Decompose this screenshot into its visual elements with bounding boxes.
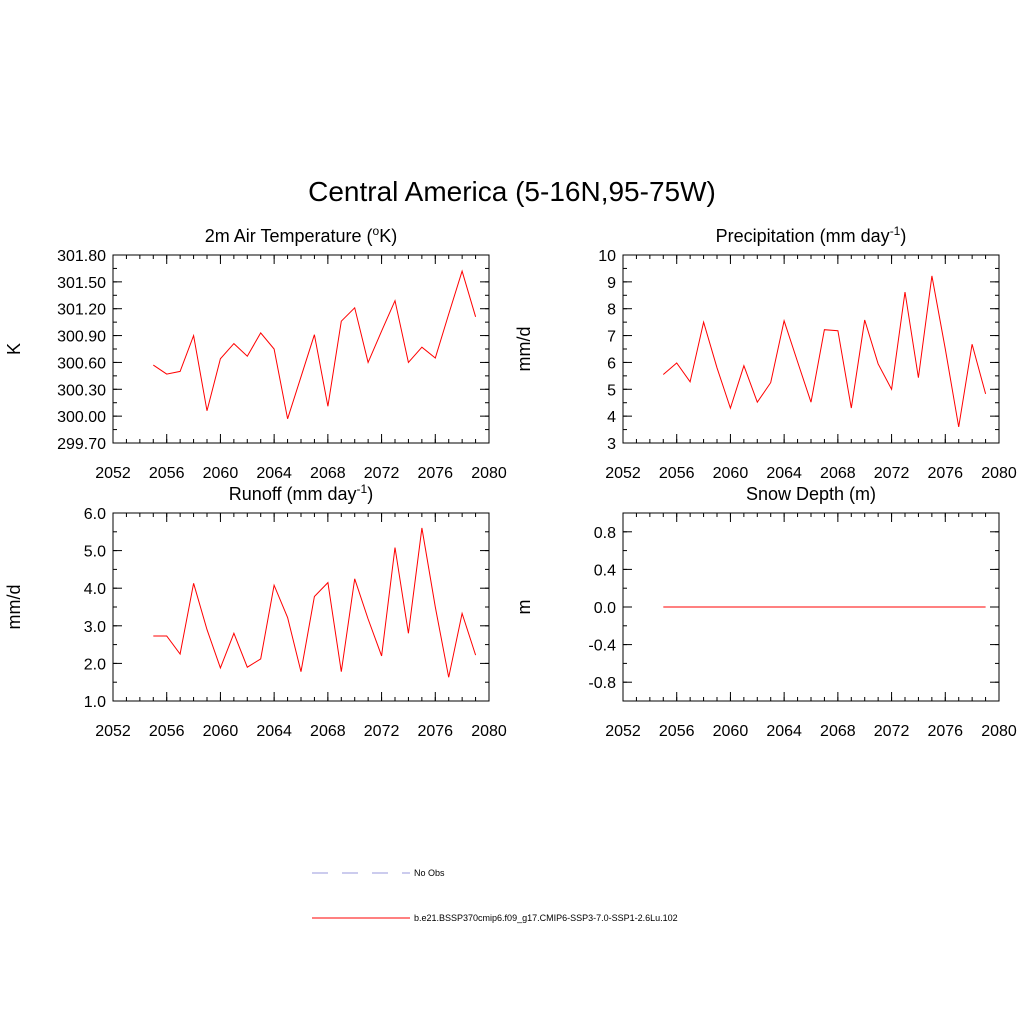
temperature-title-suffix: K) [379,226,397,246]
precipitation-x-tick-label: 2076 [927,465,963,482]
temperature-y-tick-label: 299.70 [57,436,106,453]
runoff-x-tick-label: 2056 [149,723,185,740]
precipitation-y-tick-label: 4 [607,409,616,426]
snow-depth-x-tick-label: 2056 [659,723,695,740]
runoff-x-tick-label: 2080 [471,723,507,740]
temperature-x-tick-label: 2060 [203,465,239,482]
temperature-x-tick-label: 2080 [471,465,507,482]
runoff-panel: 2052 2056 2060 2064 2068 2072 2076 2080 1.0 2.0 3.… [4,482,507,740]
precipitation-plot-frame [622,254,1000,444]
precipitation-x-tick-label: 2052 [605,465,641,482]
snow-depth-y-tick-label: 0.8 [594,525,616,542]
temperature-panel-title: 2m Air Temperature (oK) [205,224,397,246]
snow-depth-title-text: Snow Depth (m) [746,484,876,504]
chart-panels: 2052 2056 2060 2064 2068 2072 2076 2080299.7030… [4,224,1017,740]
temperature-y-tick-label: 300.30 [57,382,106,399]
precipitation-title-text: Precipitation (mm day [716,226,890,246]
snow-depth-x-tick-label: 2072 [874,723,910,740]
precipitation-panel: 2052 2056 2060 2064 2068 2072 2076 2080 3 4 5 6 7 8 9 1… [514,224,1017,482]
temperature-title-superscript: o [373,224,380,238]
legend-model-label: b.e21.BSSP370cmip6.f09_g17.CMIP6-SSP3-7.… [414,913,678,923]
snow-depth-panel: 2052 2056 2060 2064 2068 2072 2076 2080 -0.8 -0.4… [514,484,1017,740]
precipitation-y-tick-label: 9 [607,275,616,292]
snow-depth-panel-title: Snow Depth (m) [746,484,876,504]
runoff-x-tick-label: 2064 [256,723,292,740]
snow-depth-x-tick-label: 2076 [927,723,963,740]
temperature-series-line [153,269,477,419]
temperature-x-tick-label: 2064 [256,465,292,482]
runoff-y-tick-label: 1.0 [84,694,106,711]
runoff-x-tick-label: 2068 [310,723,346,740]
snow-depth-y-tick-label: 0.4 [594,562,616,579]
snow-depth-x-tick-label: 2060 [713,723,749,740]
runoff-panel-title: Runoff (mm day-1) [229,482,373,504]
temperature-y-tick-label: 301.50 [57,275,106,292]
temperature-panel: 2052 2056 2060 2064 2068 2072 2076 2080 299.70 30… [4,224,507,482]
precipitation-y-tick-label: 5 [607,382,616,399]
runoff-title-suffix: ) [367,484,373,504]
temperature-y-tick-label: 301.80 [57,248,106,265]
snow-depth-x-tick-label: 2052 [605,723,641,740]
precipitation-x-tick-label: 2064 [766,465,802,482]
legend-no-obs-label: No Obs [414,868,445,878]
snow-depth-y-tick-label: -0.8 [588,675,616,692]
temperature-y-tick-label: 301.20 [57,302,106,319]
precipitation-y-tick-label: 10 [598,248,616,265]
temperature-x-tick-label: 2072 [364,465,400,482]
snow-depth-x-tick-label: 2068 [820,723,856,740]
temperature-x-tick-label: 2056 [149,465,185,482]
temperature-y-axis-label: K [4,343,24,355]
precipitation-x-tick-label: 2080 [981,465,1017,482]
snow-depth-x-tick-label: 2080 [981,723,1017,740]
snow-depth-y-axis-label: m [514,600,534,615]
runoff-y-tick-label: 5.0 [84,544,106,561]
temperature-plot-frame [112,254,490,444]
precipitation-y-tick-label: 6 [607,355,616,372]
runoff-x-tick-label: 2052 [95,723,131,740]
figure-title: Central America (5-16N,95-75W) [308,176,716,207]
runoff-title-text: Runoff (mm day [229,484,357,504]
snow-depth-y-tick-label: 0.0 [594,600,616,617]
temperature-y-tick-label: 300.60 [57,355,106,372]
temperature-title-text: 2m Air Temperature ( [205,226,373,246]
runoff-x-tick-label: 2076 [417,723,453,740]
runoff-y-axis-label: mm/d [4,585,24,630]
runoff-y-tick-label: 2.0 [84,656,106,673]
precipitation-x-tick-label: 2068 [820,465,856,482]
precipitation-panel-title: Precipitation (mm day-1) [716,224,907,246]
snow-depth-x-tick-label: 2064 [766,723,802,740]
runoff-series-line [153,527,477,678]
precipitation-y-tick-label: 3 [607,436,616,453]
runoff-y-tick-label: 4.0 [84,581,106,598]
precipitation-series-line [662,275,987,427]
legend: No Obs b.e21.BSSP370cmip6.f09_g17.CMIP6-… [312,868,678,923]
runoff-y-tick-label: 3.0 [84,619,106,636]
precipitation-x-tick-label: 2072 [874,465,910,482]
runoff-x-tick-label: 2072 [364,723,400,740]
runoff-y-tick-label: 6.0 [84,506,106,523]
runoff-plot-frame [112,512,490,702]
temperature-y-tick-label: 300.90 [57,329,106,346]
precipitation-y-axis-label: mm/d [514,327,534,372]
precipitation-x-tick-label: 2056 [659,465,695,482]
precipitation-title-superscript: -1 [890,224,901,238]
temperature-x-tick-label: 2076 [417,465,453,482]
precipitation-y-tick-label: 8 [607,302,616,319]
precipitation-y-tick-label: 7 [607,329,616,346]
precipitation-title-suffix: ) [900,226,906,246]
temperature-y-tick-label: 300.00 [57,409,106,426]
temperature-x-tick-label: 2052 [95,465,131,482]
runoff-x-tick-label: 2060 [203,723,239,740]
runoff-title-superscript: -1 [357,482,368,496]
snow-depth-y-tick-label: -0.4 [588,638,616,655]
temperature-x-tick-label: 2068 [310,465,346,482]
precipitation-x-tick-label: 2060 [713,465,749,482]
